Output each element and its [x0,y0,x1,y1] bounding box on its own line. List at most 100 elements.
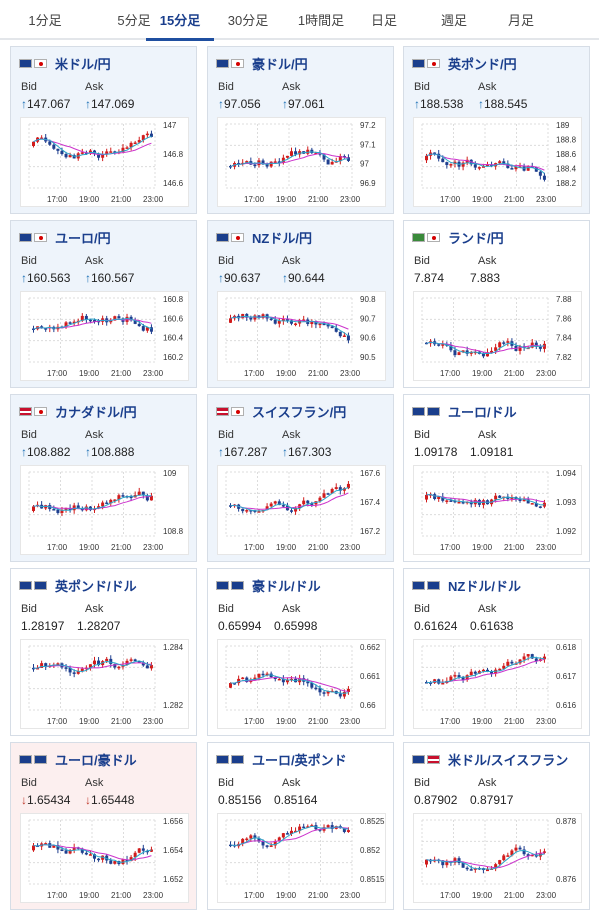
currency-card[interactable]: ユーロ/豪ドル Bid Ask ↓1.65434 ↓1.65448 1.656 1.654 1… [10,742,197,910]
candlestick-chart[interactable]: 0.878 0.876 17:00 19:00 21:00 23:00 [413,813,582,903]
chart-svg: 1.656 1.654 1.652 17:00 19:00 21:00 23:00 [28,817,184,900]
candle-body [277,321,281,324]
candle-body [93,320,96,322]
candlestick-chart[interactable]: 189 188.8 188.6 188.4 188.2 17:00 19:00 21:00 23… [413,117,582,207]
candlestick-chart[interactable]: 147 146.8 146.6 17:00 19:00 21:00 23:00 [20,117,189,207]
bid-price-value: 0.87902 [414,793,458,807]
currency-card[interactable]: カナダドル/円 Bid Ask ↑108.882 ↑108.888 109 108.8 17:… [10,394,197,562]
candlestick-chart[interactable]: 160.8 160.6 160.4 160.2 17:00 19:00 21:00 23:00 [20,291,189,381]
currency-card[interactable]: 米ドル/スイスフラン Bid Ask 0.87902 0.87917 0.878 0.876… [403,742,590,910]
pair-link[interactable]: NZドル/円 [216,229,312,246]
candlestick-chart[interactable]: 1.094 1.093 1.092 17:00 19:00 21:00 23:00 [413,465,582,555]
candle-body [481,669,485,672]
candlestick-chart[interactable]: 0.8525 0.852 0.8515 17:00 19:00 21:00 23:00 [217,813,386,903]
x-tick-label: 23:00 [340,543,361,552]
candle-body [490,164,494,167]
bid-label: Bid [21,429,37,441]
tab-2[interactable]: 5分足 [117,13,151,28]
pair-link[interactable]: ランド/円 [412,229,504,246]
pair-name: ユーロ/豪ドル [55,752,137,768]
currency-card[interactable]: ユーロ/英ポンド Bid Ask 0.85156 0.85164 0.8525 0.852 0… [207,742,394,910]
currency-card[interactable]: スイスフラン/円 Bid Ask ↑167.287 ↑167.303 167.6 167.4… [207,394,394,562]
currency-card[interactable]: 米ドル/円 Bid Ask ↑147.067 ↑147.069 147 146.8 146.6… [10,46,197,214]
candle-body [526,166,530,171]
y-tick-label: 1.656 [163,817,184,826]
pair-link[interactable]: ユーロ/円 [19,229,111,246]
x-tick-label: 23:00 [536,369,557,378]
candlestick-chart[interactable]: 90.8 90.7 90.6 90.5 17:00 19:00 21:00 23:00 [217,291,386,381]
x-tick-label: 21:00 [111,195,132,204]
tab-4[interactable]: 30分足 [227,13,269,28]
tab-1[interactable]: 1分足 [28,13,62,28]
up-arrow-icon: ↑ [85,271,91,285]
candle-body [290,320,293,324]
candlestick-chart[interactable]: 109 108.8 17:00 19:00 21:00 23:00 [20,465,189,555]
currency-card[interactable]: NZドル/ドル Bid Ask 0.61624 0.61638 0.618 0.617 0.6… [403,568,590,736]
candle-body [473,164,477,168]
candle-body [445,500,449,502]
bid-price: ↓1.65434 [21,793,70,807]
candle-body [32,141,35,147]
candle-body [101,154,105,158]
candlestick-chart[interactable]: 1.656 1.654 1.652 17:00 19:00 21:00 23:00 [20,813,189,903]
jp-flag-icon [34,58,47,68]
x-tick-label: 19:00 [79,369,100,378]
candle-body [318,323,322,326]
candle-body [101,855,105,860]
gb-flag-icon [19,580,32,590]
candlestick-chart[interactable]: 0.662 0.661 0.66 17:00 19:00 21:00 23:00 [217,639,386,729]
pair-link[interactable]: 英ポンド/ドル [19,577,137,594]
pair-link[interactable]: 米ドル/スイスフラン [412,751,569,768]
candlestick-chart[interactable]: 7.88 7.86 7.84 7.82 17:00 19:00 21:00 23:00 [413,291,582,381]
up-arrow-icon: ↑ [282,445,288,459]
y-tick-label: 0.878 [556,817,577,826]
candle-body [294,323,298,326]
tab-5[interactable]: 1時間足 [297,13,345,28]
pair-link[interactable]: NZドル/ドル [412,577,521,594]
currency-card[interactable]: 英ポンド/ドル Bid Ask 1.28197 1.28207 1.284 1.282 17:… [10,568,197,736]
pair-link[interactable]: 豪ドル/ドル [216,577,321,594]
pair-link[interactable]: スイスフラン/円 [216,403,346,420]
pair-link[interactable]: ユーロ/豪ドル [19,751,137,768]
moving-average-short [230,151,349,168]
ch-flag-icon [427,754,440,764]
currency-card[interactable]: 英ポンド/円 Bid Ask ↑188.538 ↑188.545 189 188.8 188.… [403,46,590,214]
candle-body [109,151,113,153]
currency-card[interactable]: NZドル/円 Bid Ask ↑90.637 ↑90.644 90.8 90.7 90.6 90… [207,220,394,388]
candlestick-chart[interactable]: 97.2 97.1 97 96.9 17:00 19:00 21:00 23:00 [217,117,386,207]
tab-6[interactable]: 日足 [370,13,397,28]
candle-body [302,319,306,322]
candle-body [461,350,465,353]
pair-link[interactable]: ユーロ/ドル [412,403,517,420]
currency-card[interactable]: ランド/円 Bid Ask 7.874 7.883 7.88 7.86 7.84 7.82 17:… [403,220,590,388]
candle-body [109,658,113,664]
tab-7[interactable]: 週足 [440,13,467,28]
candle-body [32,506,35,511]
candle-body [538,506,542,508]
candlestick-chart[interactable]: 1.284 1.282 17:00 19:00 21:00 23:00 [20,639,189,729]
jp-flag-icon [34,232,47,242]
candle-body [273,841,277,846]
candle-body [342,488,346,491]
candle-body [241,838,245,844]
pair-link[interactable]: 豪ドル/円 [216,55,308,72]
candle-body [481,353,485,357]
pair-link[interactable]: カナダドル/円 [19,403,137,420]
candle-body [437,679,441,684]
pair-name: 米ドル/スイスフラン [448,752,569,768]
pair-name: 英ポンド/円 [448,56,517,72]
currency-card[interactable]: 豪ドル/円 Bid Ask ↑97.056 ↑97.061 97.2 97.1 97 96.9 1… [207,46,394,214]
candle-body [449,676,453,681]
candlestick-chart[interactable]: 167.6 167.4 167.2 17:00 19:00 21:00 23:00 [217,465,386,555]
candlestick-chart[interactable]: 0.618 0.617 0.616 17:00 19:00 21:00 23:00 [413,639,582,729]
tab-8[interactable]: 月足 [507,13,534,28]
up-arrow-icon: ↑ [478,97,484,111]
currency-card[interactable]: ユーロ/円 Bid Ask ↑160.563 ↑160.567 160.8 160.6 160… [10,220,197,388]
pair-link[interactable]: ユーロ/英ポンド [216,751,347,768]
pair-link[interactable]: 英ポンド/円 [412,55,517,72]
currency-card[interactable]: 豪ドル/ドル Bid Ask 0.65994 0.65998 0.662 0.661 0.66… [207,568,394,736]
tab-3[interactable]: 15分足 [146,0,214,41]
currency-card[interactable]: ユーロ/ドル Bid Ask 1.09178 1.09181 1.094 1.093 1.09… [403,394,590,562]
candle-body [330,825,334,829]
pair-link[interactable]: 米ドル/円 [19,55,111,72]
